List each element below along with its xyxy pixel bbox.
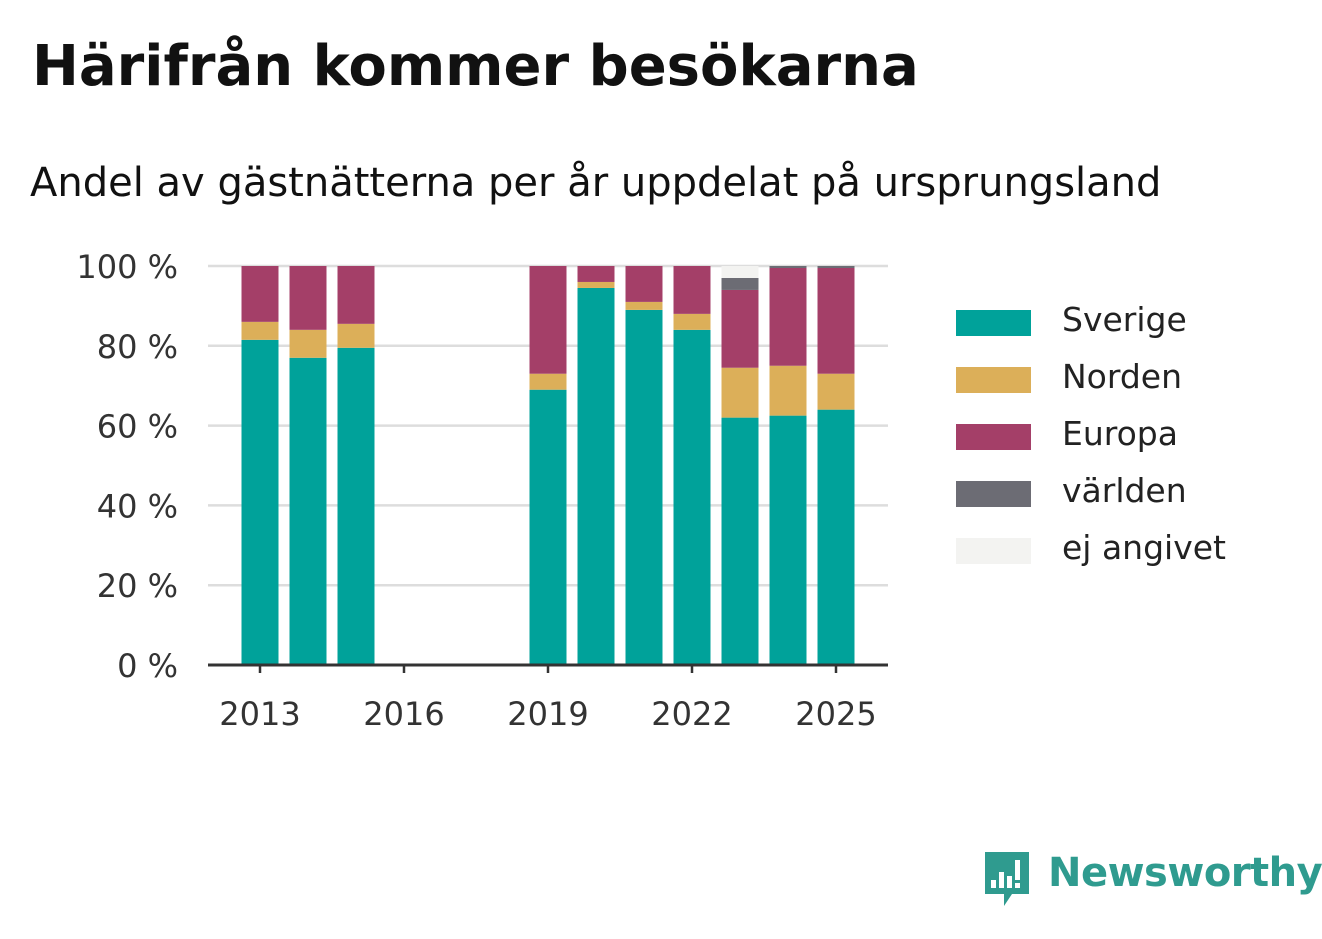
y-tick-label: 0 % [117, 647, 178, 685]
x-tick-label: 2022 [651, 695, 732, 733]
x-tick-label: 2025 [795, 695, 876, 733]
bar-europa-2025 [817, 267, 855, 374]
legend-label: Sverige [1062, 300, 1187, 339]
bar-ej-angivet-2023 [721, 266, 759, 278]
brand-name: Newsworthy [1048, 850, 1322, 896]
axes: 0 % 20 % 40 % 60 % 80 % 100 % 2013 2016 2019 2022… [76, 248, 888, 733]
bar-sverige-2015 [337, 347, 375, 665]
bar-norden-2022 [673, 313, 711, 330]
legend-swatch [956, 481, 1031, 507]
x-tick-label: 2019 [507, 695, 588, 733]
bar-europa-2021 [625, 266, 663, 302]
bar-världen-2024 [769, 266, 807, 268]
bar-sverige-2019 [529, 389, 567, 665]
y-tick-label: 100 % [76, 248, 178, 286]
legend-swatch [956, 424, 1031, 450]
bar-världen-2023 [721, 277, 759, 290]
y-tick-label: 60 % [97, 408, 178, 446]
bar-europa-2019 [529, 266, 567, 374]
bar-europa-2020 [577, 266, 615, 282]
legend-swatch [956, 538, 1031, 564]
x-tick-label: 2016 [363, 695, 444, 733]
bar-sverige-2023 [721, 417, 759, 665]
bar-norden-2024 [769, 365, 807, 416]
bar-norden-2020 [577, 281, 615, 288]
bar-världen-2025 [817, 266, 855, 268]
bar-norden-2015 [337, 323, 375, 348]
bar-sverige-2013 [241, 339, 279, 665]
bar-europa-2014 [289, 266, 327, 330]
bar-norden-2021 [625, 301, 663, 310]
bar-chart-logo-icon [985, 852, 1029, 906]
y-tick-label: 40 % [97, 487, 178, 525]
bar-europa-2013 [241, 266, 279, 322]
bar-europa-2024 [769, 267, 807, 366]
bar-europa-2023 [721, 289, 759, 368]
y-tick-label: 20 % [97, 567, 178, 605]
bar-sverige-2025 [817, 409, 855, 665]
bar-norden-2019 [529, 373, 567, 390]
chart-title: Härifrån kommer besökarna [32, 34, 919, 99]
x-tick-label: 2013 [219, 695, 300, 733]
legend-label: Europa [1062, 414, 1178, 453]
bar-norden-2025 [817, 373, 855, 410]
bar-sverige-2020 [577, 287, 615, 665]
bar-sverige-2024 [769, 415, 807, 665]
chart-subtitle: Andel av gästnätterna per år uppdelat på… [30, 160, 1162, 206]
bar-norden-2023 [721, 367, 759, 418]
bar-norden-2014 [289, 329, 327, 358]
bar-sverige-2022 [673, 329, 711, 665]
bars [241, 266, 855, 665]
bar-norden-2013 [241, 321, 279, 340]
bar-sverige-2021 [625, 309, 663, 665]
legend-label: ej angivet [1062, 528, 1226, 567]
legend-label: världen [1062, 471, 1187, 510]
legend-swatch [956, 367, 1031, 393]
bar-sverige-2014 [289, 357, 327, 665]
bar-europa-2015 [337, 266, 375, 324]
legend-label: Norden [1062, 357, 1183, 396]
legend-swatch [956, 310, 1031, 336]
y-tick-label: 80 % [97, 328, 178, 366]
bar-europa-2022 [673, 266, 711, 314]
